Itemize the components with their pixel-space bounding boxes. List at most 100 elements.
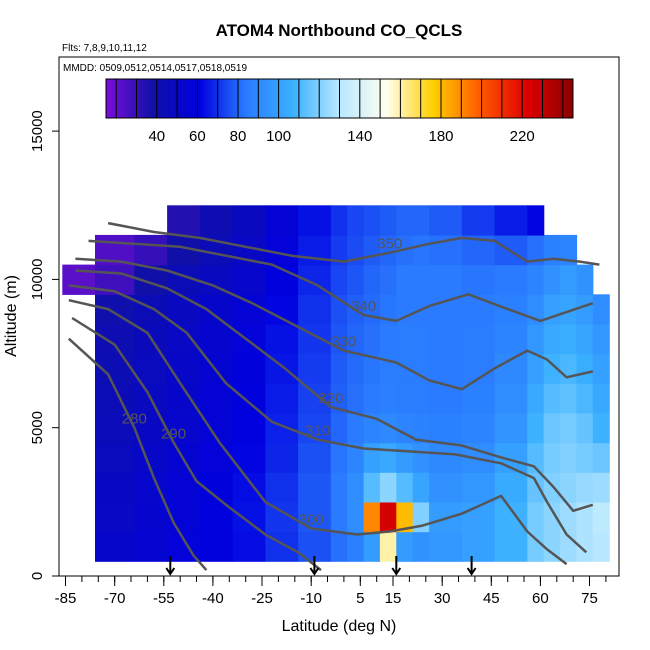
flight-marker (165, 556, 176, 576)
heatmap-cell (527, 472, 545, 503)
isentrope-label: 350 (377, 236, 402, 253)
isentrope-line (68, 298, 568, 566)
heatmap-cell (95, 442, 135, 473)
heatmap-cell (576, 531, 594, 562)
heatmap-cell (134, 353, 168, 384)
colorbar-tick-label: 140 (347, 128, 372, 145)
axes: -85 -70 -55 -40 -25 -10 5 15 30 45 60 75 0 5000 10000 1… (29, 110, 607, 607)
heatmap-cell (543, 412, 561, 444)
heatmap-cell (330, 412, 348, 444)
x-tick-label: 60 (532, 590, 549, 607)
heatmap-cell (576, 294, 594, 325)
heatmap-cell (134, 501, 168, 533)
x-tick-label: -55 (153, 590, 175, 607)
y-tick-label: 0 (29, 572, 46, 580)
isentrope-line (107, 221, 600, 266)
heatmap-cell (396, 353, 414, 384)
heatmap-cell (543, 294, 561, 325)
x-tick-label: 75 (581, 590, 598, 607)
heatmap-cell (412, 205, 430, 236)
heatmap-cell (298, 501, 332, 533)
heatmap-cell (412, 531, 430, 562)
heatmap-cell (265, 472, 299, 503)
heatmap-cell (330, 501, 348, 533)
heatmap-cell (363, 205, 381, 236)
heatmap-cell (412, 412, 430, 444)
isentrope-label: 320 (318, 390, 343, 407)
isentrope-label: 290 (161, 426, 186, 443)
heatmap-cell (379, 472, 397, 503)
isentrope-label: 310 (305, 423, 330, 440)
isentrope-contours: 280 290 300 310 320 330 340 350 (67, 221, 600, 572)
heatmap-cell (560, 294, 578, 325)
heatmap-cell (199, 323, 234, 355)
heatmap-cell (199, 353, 234, 384)
heatmap-cell (379, 412, 397, 444)
colorbar-tick-label: 100 (266, 128, 291, 145)
heatmap-cell (461, 383, 496, 414)
heatmap-cell (396, 383, 414, 414)
heatmap-cell (330, 472, 348, 503)
heatmap-cell (429, 501, 463, 533)
heatmap-cell (134, 294, 168, 325)
y-axis-label: Altitude (m) (3, 275, 20, 357)
heatmap-cell (494, 531, 528, 562)
colorbar-tick-label: 80 (230, 128, 247, 145)
colorbar-tick-label: 40 (148, 128, 165, 145)
colorbar-tick-label: 220 (510, 128, 535, 145)
heatmap-cell (494, 264, 528, 295)
heatmap-cell (543, 323, 561, 355)
heatmap-cell (199, 205, 234, 236)
heatmap-cell (330, 353, 348, 384)
heatmap-cell (199, 531, 234, 562)
heatmap-cell (461, 472, 496, 503)
heatmap-cell (232, 442, 266, 473)
heatmap-cell (95, 294, 135, 325)
heatmap-cell (347, 205, 365, 236)
heatmap-cell (429, 353, 463, 384)
flight-marker (466, 556, 477, 576)
heatmap-cell (494, 323, 528, 355)
heatmap-cell (592, 323, 610, 355)
heatmap-cell (330, 234, 348, 266)
isentrope-label: 300 (299, 512, 324, 529)
isentrope-line (75, 269, 594, 513)
heatmap-cell (396, 294, 414, 325)
heatmap-cell (347, 531, 365, 562)
heatmap-cell (199, 264, 234, 295)
heatmap-cell (429, 264, 463, 295)
heatmap-cell (298, 294, 332, 325)
heatmap-cell (527, 383, 545, 414)
heatmap-cell (494, 501, 528, 533)
heatmap-cell (461, 205, 496, 236)
heatmap-cell (494, 412, 528, 444)
heatmap-cell (576, 353, 594, 384)
heatmap-cell (560, 353, 578, 384)
heatmap-cell (199, 383, 234, 414)
heatmap-cell (265, 294, 299, 325)
heatmap-cell (363, 264, 381, 295)
heatmap-cell (298, 383, 332, 414)
x-tick-label: 30 (434, 590, 451, 607)
heatmap-cell (396, 472, 414, 503)
heatmap-cell (429, 412, 463, 444)
heatmap-cell (527, 501, 545, 533)
x-tick-label: -10 (300, 590, 322, 607)
heatmap-cell (363, 412, 381, 444)
heatmap-cell (396, 412, 414, 444)
flight-marker (391, 556, 402, 576)
heatmap-cell (379, 294, 397, 325)
heatmap-cell (167, 205, 201, 236)
heatmap-cell (560, 234, 578, 266)
heatmap-cell (527, 412, 545, 444)
heatmap-cell (576, 323, 594, 355)
heatmap-cell (232, 205, 266, 236)
heatmap-cell (592, 383, 610, 414)
dates-subtitle: MMDD: 0509,0512,0514,0517,0518,0519 (63, 63, 247, 74)
heatmap-cell (167, 353, 201, 384)
heatmap-cell (347, 353, 365, 384)
heatmap-cell (347, 383, 365, 414)
heatmap-cell (232, 264, 266, 295)
heatmap-cell (232, 531, 266, 562)
